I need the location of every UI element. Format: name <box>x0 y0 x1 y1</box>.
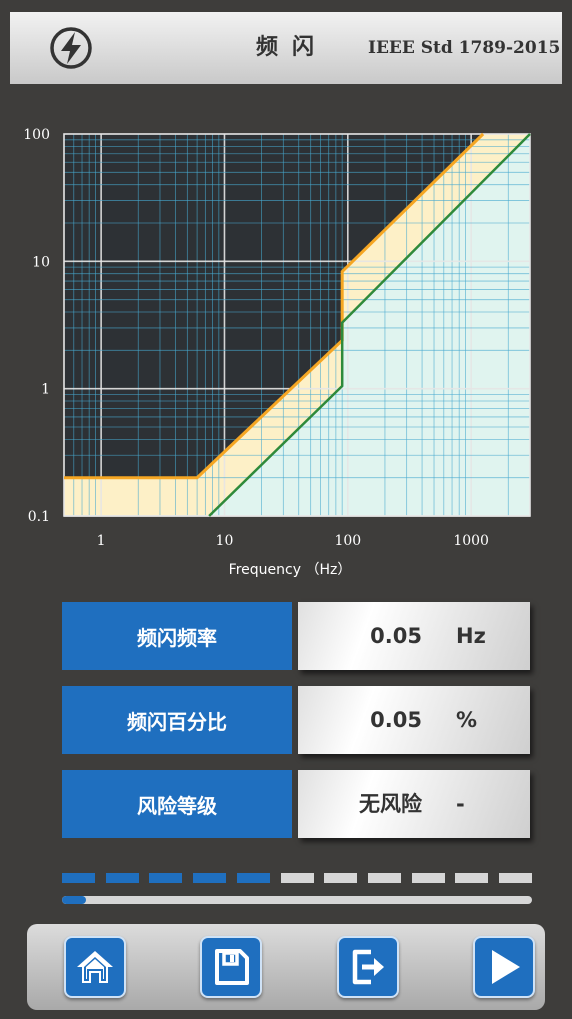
progress-bar <box>62 896 532 904</box>
play-icon <box>492 950 520 984</box>
y-tick-label: 10 <box>32 254 50 270</box>
flicker-frequency-value-box: 0.05 Hz <box>298 602 530 670</box>
save-button[interactable] <box>200 936 262 998</box>
progress-segment <box>193 873 226 883</box>
standard-label: IEEE Std 1789-2015 <box>368 38 561 58</box>
flicker-percent-value-box: 0.05 % <box>298 686 530 754</box>
plot-frame <box>63 133 531 517</box>
y-tick-label: 100 <box>23 127 50 143</box>
progress-segment <box>368 873 401 883</box>
progress-segment <box>149 873 182 883</box>
home-button[interactable] <box>64 936 126 998</box>
progress-segment <box>455 873 488 883</box>
flash-icon <box>50 27 92 69</box>
progress-segments <box>62 873 532 883</box>
risk-level-label: 风险等级 <box>62 770 292 838</box>
progress-segment <box>499 873 532 883</box>
x-tick-label: 1 <box>97 533 106 549</box>
progress-segment <box>62 873 95 883</box>
home-icon <box>77 951 113 983</box>
progress-segment <box>412 873 445 883</box>
x-tick-label: 10 <box>216 533 234 549</box>
no-effect-boundary-line <box>208 133 531 517</box>
risk-level-unit: - <box>456 792 465 816</box>
save-icon <box>215 949 249 985</box>
x-tick-label: 100 <box>334 533 361 549</box>
export-icon <box>352 949 384 985</box>
flicker-percent-label: 频闪百分比 <box>62 686 292 754</box>
flicker-frequency-label: 频闪频率 <box>62 602 292 670</box>
progress-segment <box>106 873 139 883</box>
y-tick-label: 1 <box>41 382 50 398</box>
x-tick-label: 1000 <box>453 533 489 549</box>
flicker-percent-unit: % <box>456 708 478 732</box>
progress-segment <box>281 873 314 883</box>
progress-segment <box>324 873 357 883</box>
export-button[interactable] <box>337 936 399 998</box>
risk-level-value: 无风险 <box>359 792 422 816</box>
progress-segment <box>237 873 270 883</box>
flicker-frequency-value: 0.05 <box>370 624 422 648</box>
header-bar: 频闪 IEEE Std 1789-2015 <box>10 12 562 84</box>
flicker-risk-chart: 1 10 100 1000 0.1 1 10 100 Frequency （Hz） <box>23 127 531 578</box>
flicker-frequency-unit: Hz <box>456 624 486 648</box>
progress-bar-fill <box>62 896 86 904</box>
flicker-percent-value: 0.05 <box>370 708 422 732</box>
bottom-toolbar <box>27 924 545 1010</box>
page-title: 频闪 <box>256 35 329 60</box>
x-axis-label: Frequency （Hz） <box>229 562 352 578</box>
risk-level-value-box: 无风险 - <box>298 770 530 838</box>
play-button[interactable] <box>473 936 535 998</box>
no-effect-region <box>209 134 530 516</box>
y-tick-label: 0.1 <box>28 509 50 525</box>
